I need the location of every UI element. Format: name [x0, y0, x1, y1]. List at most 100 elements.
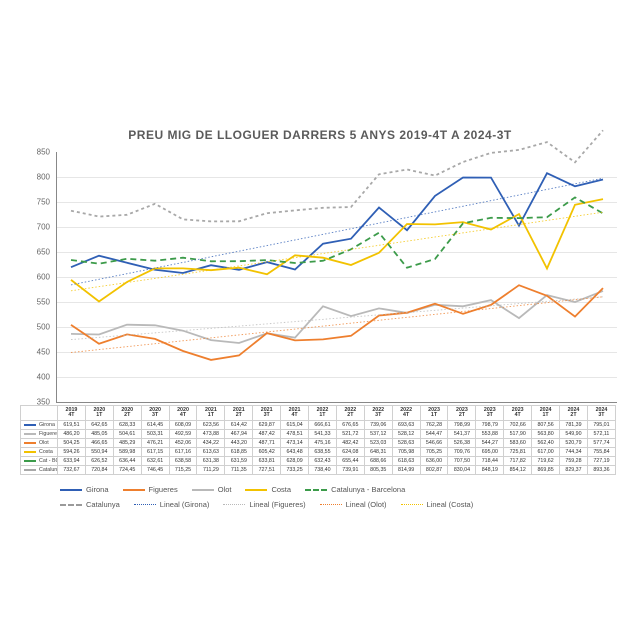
table-cell: 739,91 — [336, 466, 364, 475]
series-figueres — [71, 291, 603, 343]
table-cell: 614,45 — [141, 421, 169, 430]
col-header: 20231T — [420, 406, 448, 421]
table-cell: 666,61 — [309, 421, 337, 430]
table-cell: 638,58 — [169, 457, 197, 466]
table-cell: 562,40 — [532, 439, 560, 448]
table-cell: 755,84 — [587, 448, 615, 457]
table-cell: 724,45 — [113, 466, 141, 475]
table-cell: 615,04 — [281, 421, 309, 430]
table-cell: 709,76 — [448, 448, 476, 457]
table-cell: 589,98 — [113, 448, 141, 457]
table-cell: 762,28 — [420, 421, 448, 430]
table-cell: 537,12 — [364, 430, 392, 439]
row-header: Olot — [21, 439, 58, 448]
table-row: Figueres486,20485,05504,61503,31492,5947… — [21, 430, 616, 439]
table-cell: 517,90 — [504, 430, 532, 439]
table-cell: 702,66 — [504, 421, 532, 430]
y-tick-label: 600 — [37, 273, 50, 282]
table-cell: 492,59 — [169, 430, 197, 439]
table-cell: 798,99 — [448, 421, 476, 430]
row-header: Costa — [21, 448, 58, 457]
col-header: 20243T — [587, 406, 615, 421]
table-cell: 642,65 — [85, 421, 113, 430]
table-cell: 473,88 — [197, 430, 225, 439]
row-header: Girona — [21, 421, 58, 430]
col-header: 20203T — [141, 406, 169, 421]
table-cell: 541,33 — [309, 430, 337, 439]
chart-lines — [57, 152, 617, 402]
table-cell: 848,19 — [476, 466, 504, 475]
table-row: Catalunya732,67720,84724,45746,45715,257… — [21, 466, 616, 475]
table-cell: 854,12 — [504, 466, 532, 475]
col-header: 20212T — [225, 406, 253, 421]
table-cell: 504,25 — [58, 439, 86, 448]
y-tick-label: 850 — [37, 148, 50, 157]
legend-item: Catalunya - Barcelona — [305, 483, 405, 497]
table-cell: 869,85 — [532, 466, 560, 475]
table-cell: 617,16 — [169, 448, 197, 457]
table-cell: 720,84 — [85, 466, 113, 475]
table-cell: 633,81 — [253, 457, 281, 466]
y-tick-label: 700 — [37, 223, 50, 232]
table-cell: 617,00 — [532, 448, 560, 457]
table-cell: 614,42 — [225, 421, 253, 430]
table-cell: 738,40 — [309, 466, 337, 475]
table-cell: 541,37 — [448, 430, 476, 439]
table-cell: 504,61 — [113, 430, 141, 439]
table-cell: 583,60 — [504, 439, 532, 448]
table-cell: 605,42 — [253, 448, 281, 457]
table-cell: 695,00 — [476, 448, 504, 457]
legend-item: Costa — [245, 483, 291, 497]
table-cell: 631,38 — [197, 457, 225, 466]
col-header: 20194T — [58, 406, 86, 421]
table-cell: 781,39 — [560, 421, 588, 430]
table-cell: 676,65 — [336, 421, 364, 430]
table-cell: 805,35 — [364, 466, 392, 475]
table-cell: 487,42 — [253, 430, 281, 439]
table-cell: 623,56 — [197, 421, 225, 430]
table-cell: 711,29 — [197, 466, 225, 475]
y-tick-label: 650 — [37, 248, 50, 257]
y-tick-label: 500 — [37, 323, 50, 332]
table-cell: 655,44 — [336, 457, 364, 466]
data-table: 20194T20201T20202T20203T20204T20211T2021… — [20, 405, 616, 475]
table-cell: 807,56 — [532, 421, 560, 430]
table-cell: 528,63 — [392, 439, 420, 448]
table-cell: 744,34 — [560, 448, 588, 457]
table-cell: 523,03 — [364, 439, 392, 448]
table-cell: 795,01 — [587, 421, 615, 430]
table-cell: 572,11 — [587, 430, 615, 439]
plot-area — [56, 152, 617, 403]
table-cell: 638,55 — [309, 448, 337, 457]
legend-item: Figueres — [123, 483, 178, 497]
col-header: 20233T — [476, 406, 504, 421]
table-cell: 485,29 — [113, 439, 141, 448]
table-cell: 613,63 — [197, 448, 225, 457]
table-cell: 467,94 — [225, 430, 253, 439]
col-header: 20234T — [504, 406, 532, 421]
y-tick-label: 450 — [37, 348, 50, 357]
table-cell: 727,51 — [253, 466, 281, 475]
table-cell: 482,42 — [336, 439, 364, 448]
table-cell: 544,47 — [420, 430, 448, 439]
table-cell: 633,94 — [58, 457, 86, 466]
table-row: Girona619,51642,65628,33614,45608,09623,… — [21, 421, 616, 430]
series-catalunya — [71, 131, 603, 222]
table-cell: 727,19 — [587, 457, 615, 466]
table-cell: 648,31 — [364, 448, 392, 457]
table-cell: 829,37 — [560, 466, 588, 475]
table-cell: 629,87 — [253, 421, 281, 430]
table-cell: 452,06 — [169, 439, 197, 448]
table-cell: 478,51 — [281, 430, 309, 439]
table-cell: 624,08 — [336, 448, 364, 457]
table-cell: 632,61 — [141, 457, 169, 466]
table-cell: 619,51 — [58, 421, 86, 430]
legend-item: Lineal (Girona) — [134, 498, 210, 512]
table-cell: 693,63 — [392, 421, 420, 430]
legend-item: Lineal (Costa) — [401, 498, 474, 512]
table-cell: 521,72 — [336, 430, 364, 439]
table-cell: 636,00 — [420, 457, 448, 466]
chart-area: 350400450500550600650700750800850 — [20, 152, 620, 403]
row-header: Figueres — [21, 430, 58, 439]
legend-item: Lineal (Figueres) — [223, 498, 305, 512]
